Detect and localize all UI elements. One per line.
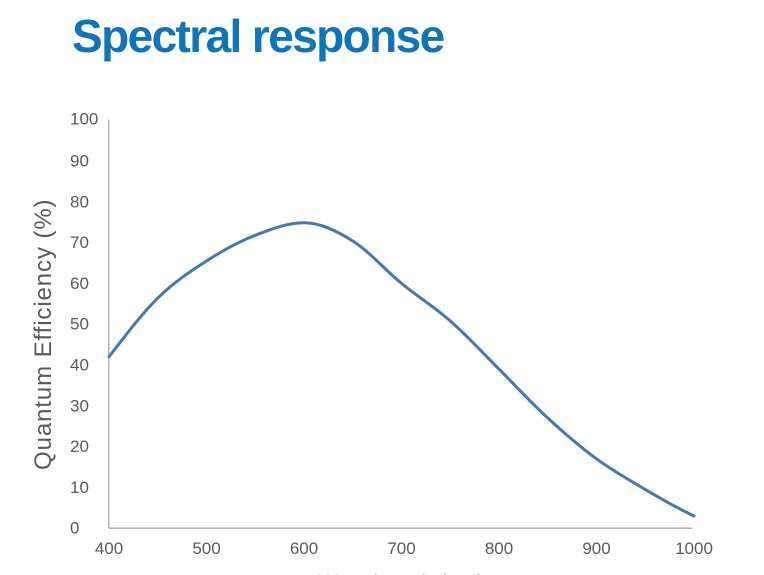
svg-text:500: 500 [192, 539, 220, 558]
svg-text:100: 100 [70, 110, 98, 129]
svg-text:800: 800 [485, 539, 513, 558]
svg-text:20: 20 [70, 437, 89, 456]
svg-text:1000: 1000 [675, 539, 713, 558]
svg-text:700: 700 [387, 539, 415, 558]
svg-text:30: 30 [70, 396, 89, 415]
svg-text:600: 600 [290, 539, 318, 558]
svg-text:10: 10 [70, 478, 89, 497]
svg-text:80: 80 [70, 192, 89, 211]
svg-text:0: 0 [70, 519, 79, 538]
svg-text:90: 90 [70, 152, 89, 171]
svg-text:50: 50 [70, 315, 89, 334]
svg-text:900: 900 [582, 539, 610, 558]
svg-text:Wavelength (nm): Wavelength (nm) [318, 570, 485, 575]
svg-text:70: 70 [70, 233, 89, 252]
svg-text:60: 60 [70, 274, 89, 293]
svg-text:Quantum Efficiency (%): Quantum Efficiency (%) [30, 199, 57, 470]
svg-text:40: 40 [70, 356, 89, 375]
svg-text:400: 400 [95, 539, 123, 558]
